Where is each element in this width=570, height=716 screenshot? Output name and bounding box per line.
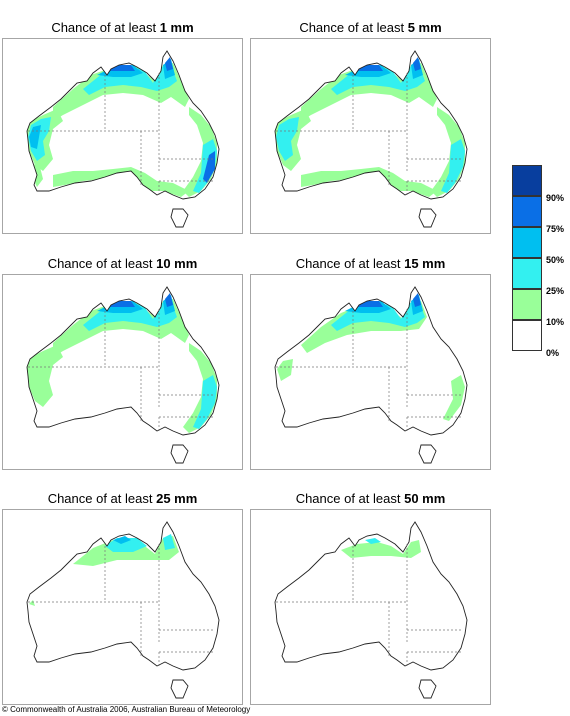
legend-label-0: 0% — [546, 348, 560, 358]
legend-label-10: 10% — [546, 317, 565, 327]
panel-title: Chance of at least 10 mm — [2, 254, 243, 274]
rainfall-probability-band — [353, 57, 421, 71]
title-prefix: Chance of at least — [47, 491, 157, 506]
rainfall-probability-band — [301, 63, 437, 121]
tasmania-outline — [170, 679, 189, 699]
legend-label-75: 75% — [546, 224, 565, 234]
rainfall-probability-band — [277, 359, 293, 381]
rainfall-probability-band — [53, 167, 189, 197]
coastline — [26, 50, 220, 200]
title-amount: 25 mm — [156, 491, 198, 506]
legend-swatch-50-75 — [512, 227, 542, 258]
tasmania-outline — [418, 444, 437, 464]
rainfall-probability-band — [53, 63, 189, 121]
panel-5mm: Chance of at least 5 mm — [250, 18, 491, 234]
rainfall-probability-band — [443, 375, 465, 421]
rainfall-probability-band — [193, 375, 217, 429]
title-prefix: Chance of at least — [51, 20, 160, 35]
title-amount: 15 mm — [404, 256, 446, 271]
legend-swatch-10-25 — [512, 289, 542, 320]
state-boundaries — [276, 309, 461, 431]
panel-title: Chance of at least 50 mm — [250, 489, 491, 509]
state-boundaries — [276, 73, 461, 195]
title-amount: 50 mm — [404, 491, 446, 506]
panel-1mm: Chance of at least 1 mm — [2, 18, 243, 234]
australia-map — [2, 38, 243, 234]
legend-swatch-0-10 — [512, 320, 542, 351]
legend-swatch-75-90 — [512, 196, 542, 227]
legend-swatch-90-100 — [512, 165, 542, 196]
panel-25mm: Chance of at least 25 mm — [2, 489, 243, 705]
state-boundaries — [28, 73, 213, 195]
coastline — [274, 521, 468, 671]
state-boundaries — [28, 309, 213, 431]
tasmania-outline — [170, 444, 189, 464]
rainfall-probability-band — [113, 536, 131, 544]
rainfall-probability-band — [105, 57, 173, 71]
rainfall-probability-band — [27, 345, 63, 407]
title-prefix: Chance of at least — [299, 20, 408, 35]
legend-swatch-25-50 — [512, 258, 542, 289]
copyright-notice: © Commonwealth of Australia 2006, Austra… — [2, 705, 251, 714]
tasmania-outline — [418, 679, 437, 699]
tasmania-outline — [418, 208, 437, 228]
legend-label-90: 90% — [546, 193, 565, 203]
rainfall-probability-band — [105, 293, 173, 307]
rainfall-probability-band — [29, 600, 35, 606]
rainfall-probability-band — [345, 59, 423, 79]
rainfall-probability-band — [353, 293, 421, 307]
rainfall-probability-band — [53, 299, 189, 357]
panel-title: Chance of at least 25 mm — [2, 489, 243, 509]
panel-15mm: Chance of at least 15 mm — [250, 254, 491, 470]
title-amount: 5 mm — [407, 20, 442, 35]
rainfall-probability-band — [193, 139, 217, 193]
australia-map — [250, 38, 491, 234]
legend-label-50: 50% — [546, 255, 565, 265]
australia-map — [250, 509, 491, 705]
coastline — [274, 50, 468, 200]
rainfall-probability-band — [341, 540, 421, 558]
rainfall-probability-band — [276, 117, 299, 161]
rainfall-probability-band — [365, 538, 381, 544]
rainfall-probability-band — [301, 167, 437, 197]
title-prefix: Chance of at least — [47, 256, 157, 271]
panel-title: Chance of at least 15 mm — [250, 254, 491, 274]
state-boundaries — [276, 544, 461, 666]
australia-map — [2, 509, 243, 705]
panel-10mm: Chance of at least 10 mm — [2, 254, 243, 470]
coastline — [26, 521, 220, 671]
australia-map — [250, 274, 491, 470]
panel-50mm: Chance of at least 50 mm — [250, 489, 491, 705]
legend-label-25: 25% — [546, 286, 565, 296]
rainfall-probability-band — [97, 59, 175, 79]
coastline — [274, 286, 468, 436]
title-prefix: Chance of at least — [295, 491, 405, 506]
rainfall-probability-band — [345, 295, 423, 315]
australia-map — [2, 274, 243, 470]
state-boundaries — [28, 544, 213, 666]
tasmania-outline — [170, 208, 189, 228]
title-amount: 10 mm — [156, 256, 198, 271]
rainfall-probability-band — [97, 295, 175, 315]
panel-title: Chance of at least 1 mm — [2, 18, 243, 38]
rainfall-probability-band — [441, 139, 465, 193]
panel-title: Chance of at least 5 mm — [250, 18, 491, 38]
coastline — [26, 286, 220, 436]
title-amount: 1 mm — [159, 20, 194, 35]
title-prefix: Chance of at least — [295, 256, 405, 271]
